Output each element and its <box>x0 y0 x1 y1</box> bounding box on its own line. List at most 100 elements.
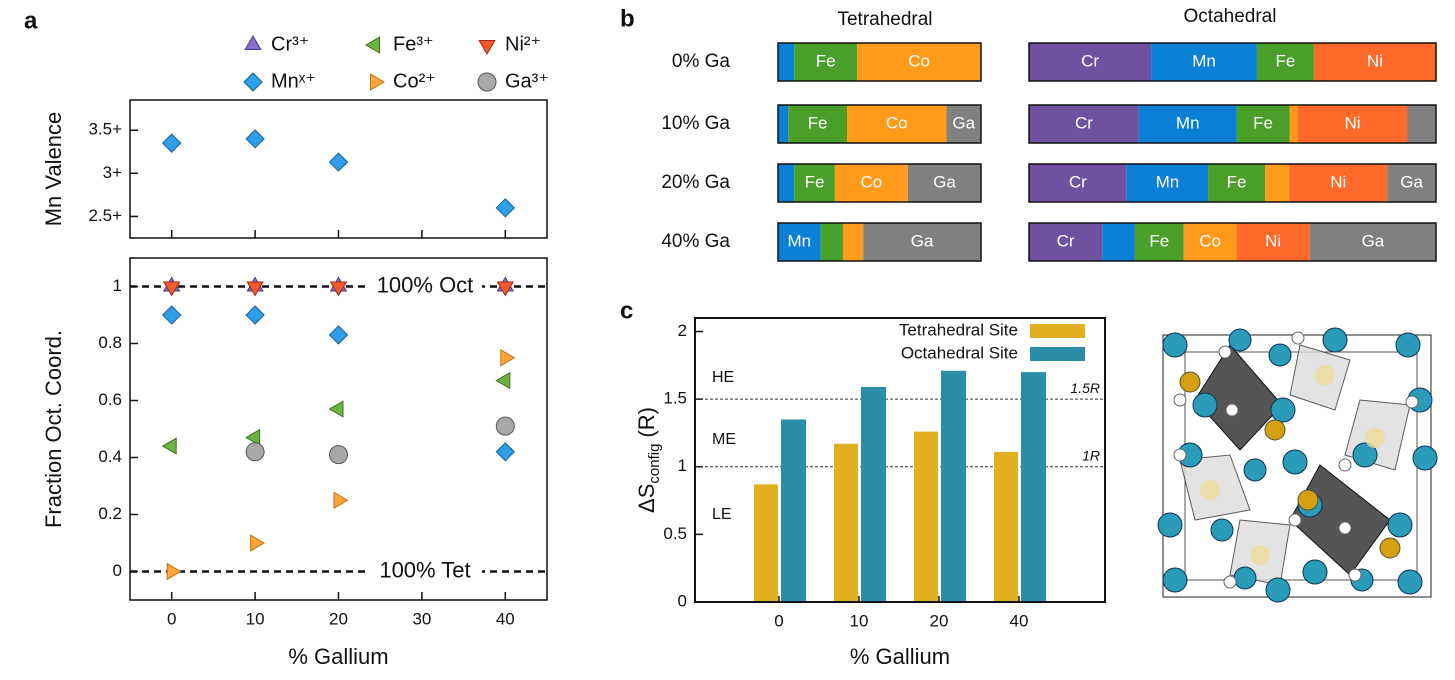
bar-segment <box>1313 43 1436 81</box>
segment-label: Cr <box>1069 172 1087 191</box>
region-label: LE <box>712 506 732 523</box>
bar-segment <box>1297 105 1408 143</box>
bar-segment <box>1309 223 1436 261</box>
legend-label: Octahedral Site <box>901 343 1018 362</box>
marker <box>246 281 264 297</box>
marker <box>496 281 514 297</box>
legend-label: Fe³⁺ <box>393 33 434 55</box>
legend-marker <box>478 40 496 55</box>
legend-swatch <box>1030 324 1085 338</box>
legend-label: Mnˣ⁺ <box>271 70 316 92</box>
bar-outline <box>1028 104 1437 144</box>
bar <box>994 451 1018 602</box>
bar <box>914 431 938 602</box>
marker <box>161 133 182 153</box>
y-axis-label-text: ΔSconfig (R) <box>634 407 663 513</box>
segment-label: Cr <box>1081 51 1099 70</box>
bar <box>861 386 886 602</box>
segment-label: Fe <box>805 172 825 191</box>
segment-label: Fe <box>1253 113 1273 132</box>
group-title: Octahedral <box>1184 6 1277 27</box>
bar-segment <box>1029 105 1139 143</box>
y-axis-label: Fraction Oct. Coord. <box>41 330 66 528</box>
marker <box>245 305 265 325</box>
marker <box>161 437 177 455</box>
y-axis-label: Mn Valence <box>41 112 66 227</box>
bar-segment <box>1134 223 1184 261</box>
panel-label: c <box>620 297 633 324</box>
legend-marker <box>244 35 262 50</box>
region-label: ME <box>712 431 736 448</box>
segment-label: Co <box>1199 231 1221 250</box>
bar-segment <box>863 223 981 261</box>
bar-outline <box>1028 222 1437 262</box>
segment-label: Ga <box>1362 231 1385 250</box>
segment-label: Cr <box>1057 231 1075 250</box>
bar-segment <box>1236 223 1310 261</box>
bar-segment <box>778 105 789 143</box>
y-tick-label: 0.8 <box>98 333 122 352</box>
legend-marker <box>365 36 380 54</box>
segment-label: Fe <box>808 113 828 132</box>
region-label: HE <box>712 369 734 386</box>
plot-frame <box>694 317 1106 603</box>
legend-label: Co²⁺ <box>393 70 436 92</box>
segment-label: Ni <box>1330 172 1346 191</box>
bar-segment <box>788 105 848 143</box>
y-axis-label: ΔSconfig (R) <box>634 407 663 513</box>
bar-segment <box>1407 105 1436 143</box>
bar <box>754 484 778 602</box>
reference-label: 100% Oct <box>377 272 474 297</box>
bar-segment <box>834 164 908 202</box>
bar-outline <box>777 104 982 144</box>
marker <box>495 198 516 218</box>
y-tick-label: 0.6 <box>98 390 122 409</box>
y-tick-label: 0.2 <box>98 504 122 523</box>
legend-swatch <box>1030 347 1085 361</box>
bar-segment <box>1208 164 1266 202</box>
y-tick-label: 1.5 <box>663 389 687 408</box>
group-title: Tetrahedral <box>837 9 932 30</box>
bar-segment <box>1289 164 1388 202</box>
legend-marker <box>243 72 263 92</box>
bar-outline <box>777 222 982 262</box>
category-label: 20% Ga <box>661 172 730 193</box>
bar-segment <box>1126 164 1209 202</box>
marker <box>333 491 349 509</box>
segment-label: Ni <box>1345 113 1361 132</box>
y-axis-label-part: (R) <box>634 407 659 438</box>
y-tick-label: 0 <box>678 591 687 610</box>
bar <box>1021 372 1046 602</box>
segment-label: Ga <box>911 231 934 250</box>
marker <box>163 281 181 297</box>
y-tick-label: 0.5 <box>663 524 687 543</box>
marker <box>328 325 349 345</box>
bar <box>834 443 858 602</box>
bar-segment <box>1183 223 1237 261</box>
segment-label: Cr <box>1075 113 1093 132</box>
legend-label: Ni²⁺ <box>505 33 541 55</box>
bar-segment <box>1102 223 1135 261</box>
marker <box>495 371 511 390</box>
reference-label: 1R <box>1082 447 1100 463</box>
bar-segment <box>820 223 843 261</box>
reference-label: 1.5R <box>1070 380 1100 396</box>
x-tick-label: 0 <box>774 611 783 630</box>
reference-label-bg <box>368 559 482 584</box>
marker <box>500 349 516 367</box>
x-tick-label: 20 <box>930 611 949 630</box>
segment-label: Fe <box>1149 231 1169 250</box>
segment-label: Fe <box>1227 172 1247 191</box>
marker <box>245 442 265 462</box>
bar-segment <box>778 223 821 261</box>
segment-label: Fe <box>816 51 836 70</box>
segment-label: Co <box>861 172 883 191</box>
bar-segment <box>1289 105 1298 143</box>
category-label: 0% Ga <box>672 51 731 72</box>
segment-label: Fe <box>1275 51 1295 70</box>
segment-label: Ga <box>952 113 975 132</box>
y-tick-label: 3+ <box>103 163 122 182</box>
bar-segment <box>778 43 795 81</box>
marker <box>328 445 349 465</box>
legend-label: Tetrahedral Site <box>899 320 1018 339</box>
